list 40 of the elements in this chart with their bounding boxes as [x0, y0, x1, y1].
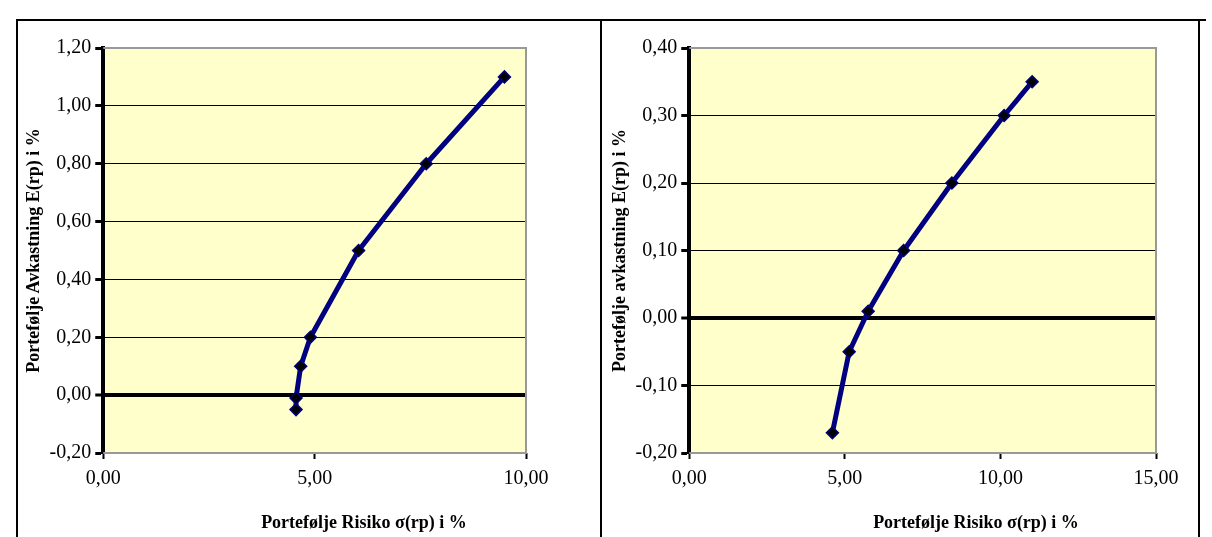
y-tick-label: 0,10	[642, 237, 678, 260]
point	[1025, 75, 1039, 89]
point	[997, 108, 1011, 123]
point	[842, 345, 856, 359]
y-axis-title: Portefølje avkastning E(rp) i %	[609, 129, 631, 372]
point	[289, 402, 303, 417]
y-tick-label: 0,00	[642, 305, 678, 328]
y-tick-label: 0,40	[642, 35, 678, 58]
x-tick-label: 0,00	[671, 466, 707, 489]
point	[945, 176, 959, 190]
y-axis-title: Portefølje Avkastning E(rp) i %	[23, 128, 45, 373]
y-tick-label: 1,20	[56, 35, 92, 58]
y-tick-label: 0,80	[56, 150, 92, 173]
y-tick-label: -0,10	[635, 372, 678, 395]
point	[896, 243, 911, 258]
point	[419, 156, 433, 171]
point	[825, 426, 840, 440]
point	[861, 304, 875, 318]
x-tick-label: 5,00	[297, 466, 333, 489]
x-tick-label: 10,00	[977, 466, 1023, 489]
x-axis-title: Portefølje Risiko σ(rp) i %	[872, 512, 1080, 533]
point	[497, 70, 512, 84]
point	[303, 330, 318, 345]
y-tick-label: 0,60	[56, 208, 92, 231]
x-tick-label: 5,00	[827, 466, 863, 489]
y-tick-label: 0,20	[642, 170, 678, 193]
y-tick-label: 0,30	[642, 102, 678, 125]
y-tick-label: 0,40	[56, 266, 92, 289]
y-tick-label: 0,00	[56, 382, 92, 405]
point	[289, 391, 303, 405]
point	[293, 359, 308, 373]
x-tick-label: 0,00	[85, 466, 121, 489]
x-tick-label: 15,00	[1133, 466, 1179, 489]
x-tick-label: 10,00	[503, 466, 549, 489]
point	[351, 243, 366, 258]
y-tick-label: 0,20	[56, 324, 92, 347]
y-tick-label: 1,00	[56, 93, 92, 116]
y-tick-label: -0,20	[49, 440, 92, 463]
y-tick-label: -0,20	[635, 440, 678, 463]
x-axis-title: Portefølje Risiko σ(rp) i %	[260, 512, 468, 533]
